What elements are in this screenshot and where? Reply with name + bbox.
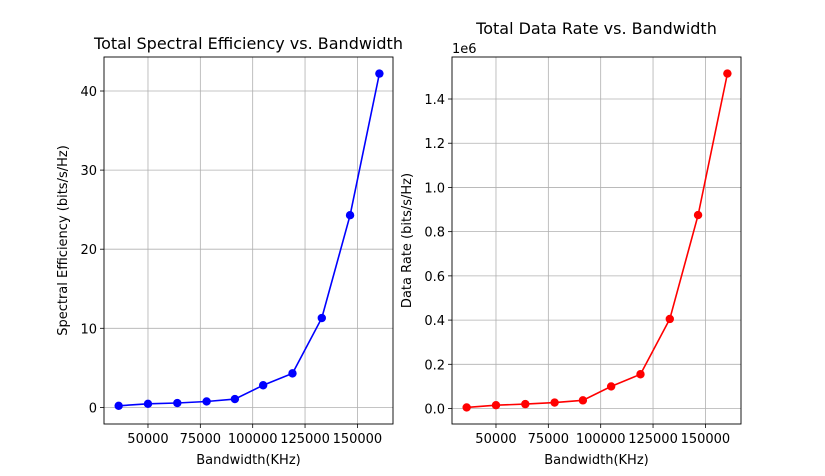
x-tick-label: 75000 — [528, 432, 569, 447]
y-tick-label: 0.8 — [424, 226, 445, 241]
data-point — [173, 398, 182, 408]
spectral-efficiency-chart: Total Spectral Efficiency vs. Bandwidth … — [56, 34, 403, 468]
data-point — [202, 397, 211, 406]
x-axis-label: Bandwidth(KHz) — [196, 453, 300, 468]
data-point — [693, 210, 703, 220]
data-point — [375, 69, 384, 78]
data-rate-chart: Total Data Rate vs. Bandwidth Data Rate … — [400, 19, 742, 468]
x-tick-label: 150000 — [333, 432, 383, 447]
y-tick-label: 20 — [80, 243, 97, 258]
y-tick-label: 1.2 — [424, 137, 445, 152]
data-point — [636, 370, 645, 379]
y-tick-label: 40 — [80, 85, 97, 100]
data-point — [143, 399, 153, 409]
data-point — [317, 313, 326, 323]
data-point — [723, 69, 732, 78]
y-tick-label: 0.0 — [424, 403, 445, 418]
grid — [104, 57, 393, 424]
ticks: 50000 75000 100000 125000 150000 0 10 20 30 40 — [80, 85, 382, 447]
y-tick-label: 1.4 — [424, 93, 445, 108]
x-tick-label: 100000 — [576, 432, 626, 447]
grid — [452, 57, 741, 424]
data-point — [345, 210, 355, 220]
data-point — [462, 403, 471, 412]
y-tick-label: 1.0 — [424, 181, 445, 196]
x-tick-label: 50000 — [475, 432, 516, 447]
y-tick-label: 30 — [80, 164, 97, 179]
y-offset-text: 1e6 — [452, 42, 477, 57]
data-point — [578, 396, 588, 405]
data-point — [258, 381, 268, 390]
data-point — [606, 382, 616, 391]
y-tick-label: 0.4 — [424, 314, 445, 329]
y-tick-label: 0 — [89, 401, 97, 416]
axes-frame — [451, 56, 742, 425]
x-tick-label: 100000 — [228, 432, 278, 447]
x-tick-label: 75000 — [180, 432, 221, 447]
series-line — [118, 73, 381, 407]
ticks: 50000 75000 100000 125000 150000 0.0 0.2 0.4 0.6… — [424, 93, 730, 447]
x-tick-label: 125000 — [280, 432, 330, 447]
data-point — [550, 398, 559, 407]
data-point — [230, 394, 240, 404]
axes-frame — [103, 56, 394, 425]
data-point — [288, 369, 297, 378]
data-point — [114, 401, 123, 411]
y-tick-label: 0.6 — [424, 270, 445, 285]
y-tick-label: 10 — [80, 322, 97, 337]
x-tick-label: 50000 — [127, 432, 168, 447]
x-axis-label: Bandwidth(KHz) — [544, 453, 648, 468]
y-axis-label: Spectral Efficiency (bits/s/Hz) — [56, 145, 71, 336]
data-point — [491, 401, 501, 410]
data-point — [665, 314, 674, 324]
chart-title: Total Data Rate vs. Bandwidth — [475, 19, 717, 38]
data-point — [521, 399, 530, 409]
x-tick-label: 125000 — [628, 432, 678, 447]
y-axis-label: Data Rate (bits/s/Hz) — [400, 173, 415, 308]
chart-title: Total Spectral Efficiency vs. Bandwidth — [93, 34, 403, 53]
series-line — [466, 73, 729, 409]
x-tick-label: 150000 — [681, 432, 731, 447]
y-tick-label: 0.2 — [424, 358, 445, 373]
